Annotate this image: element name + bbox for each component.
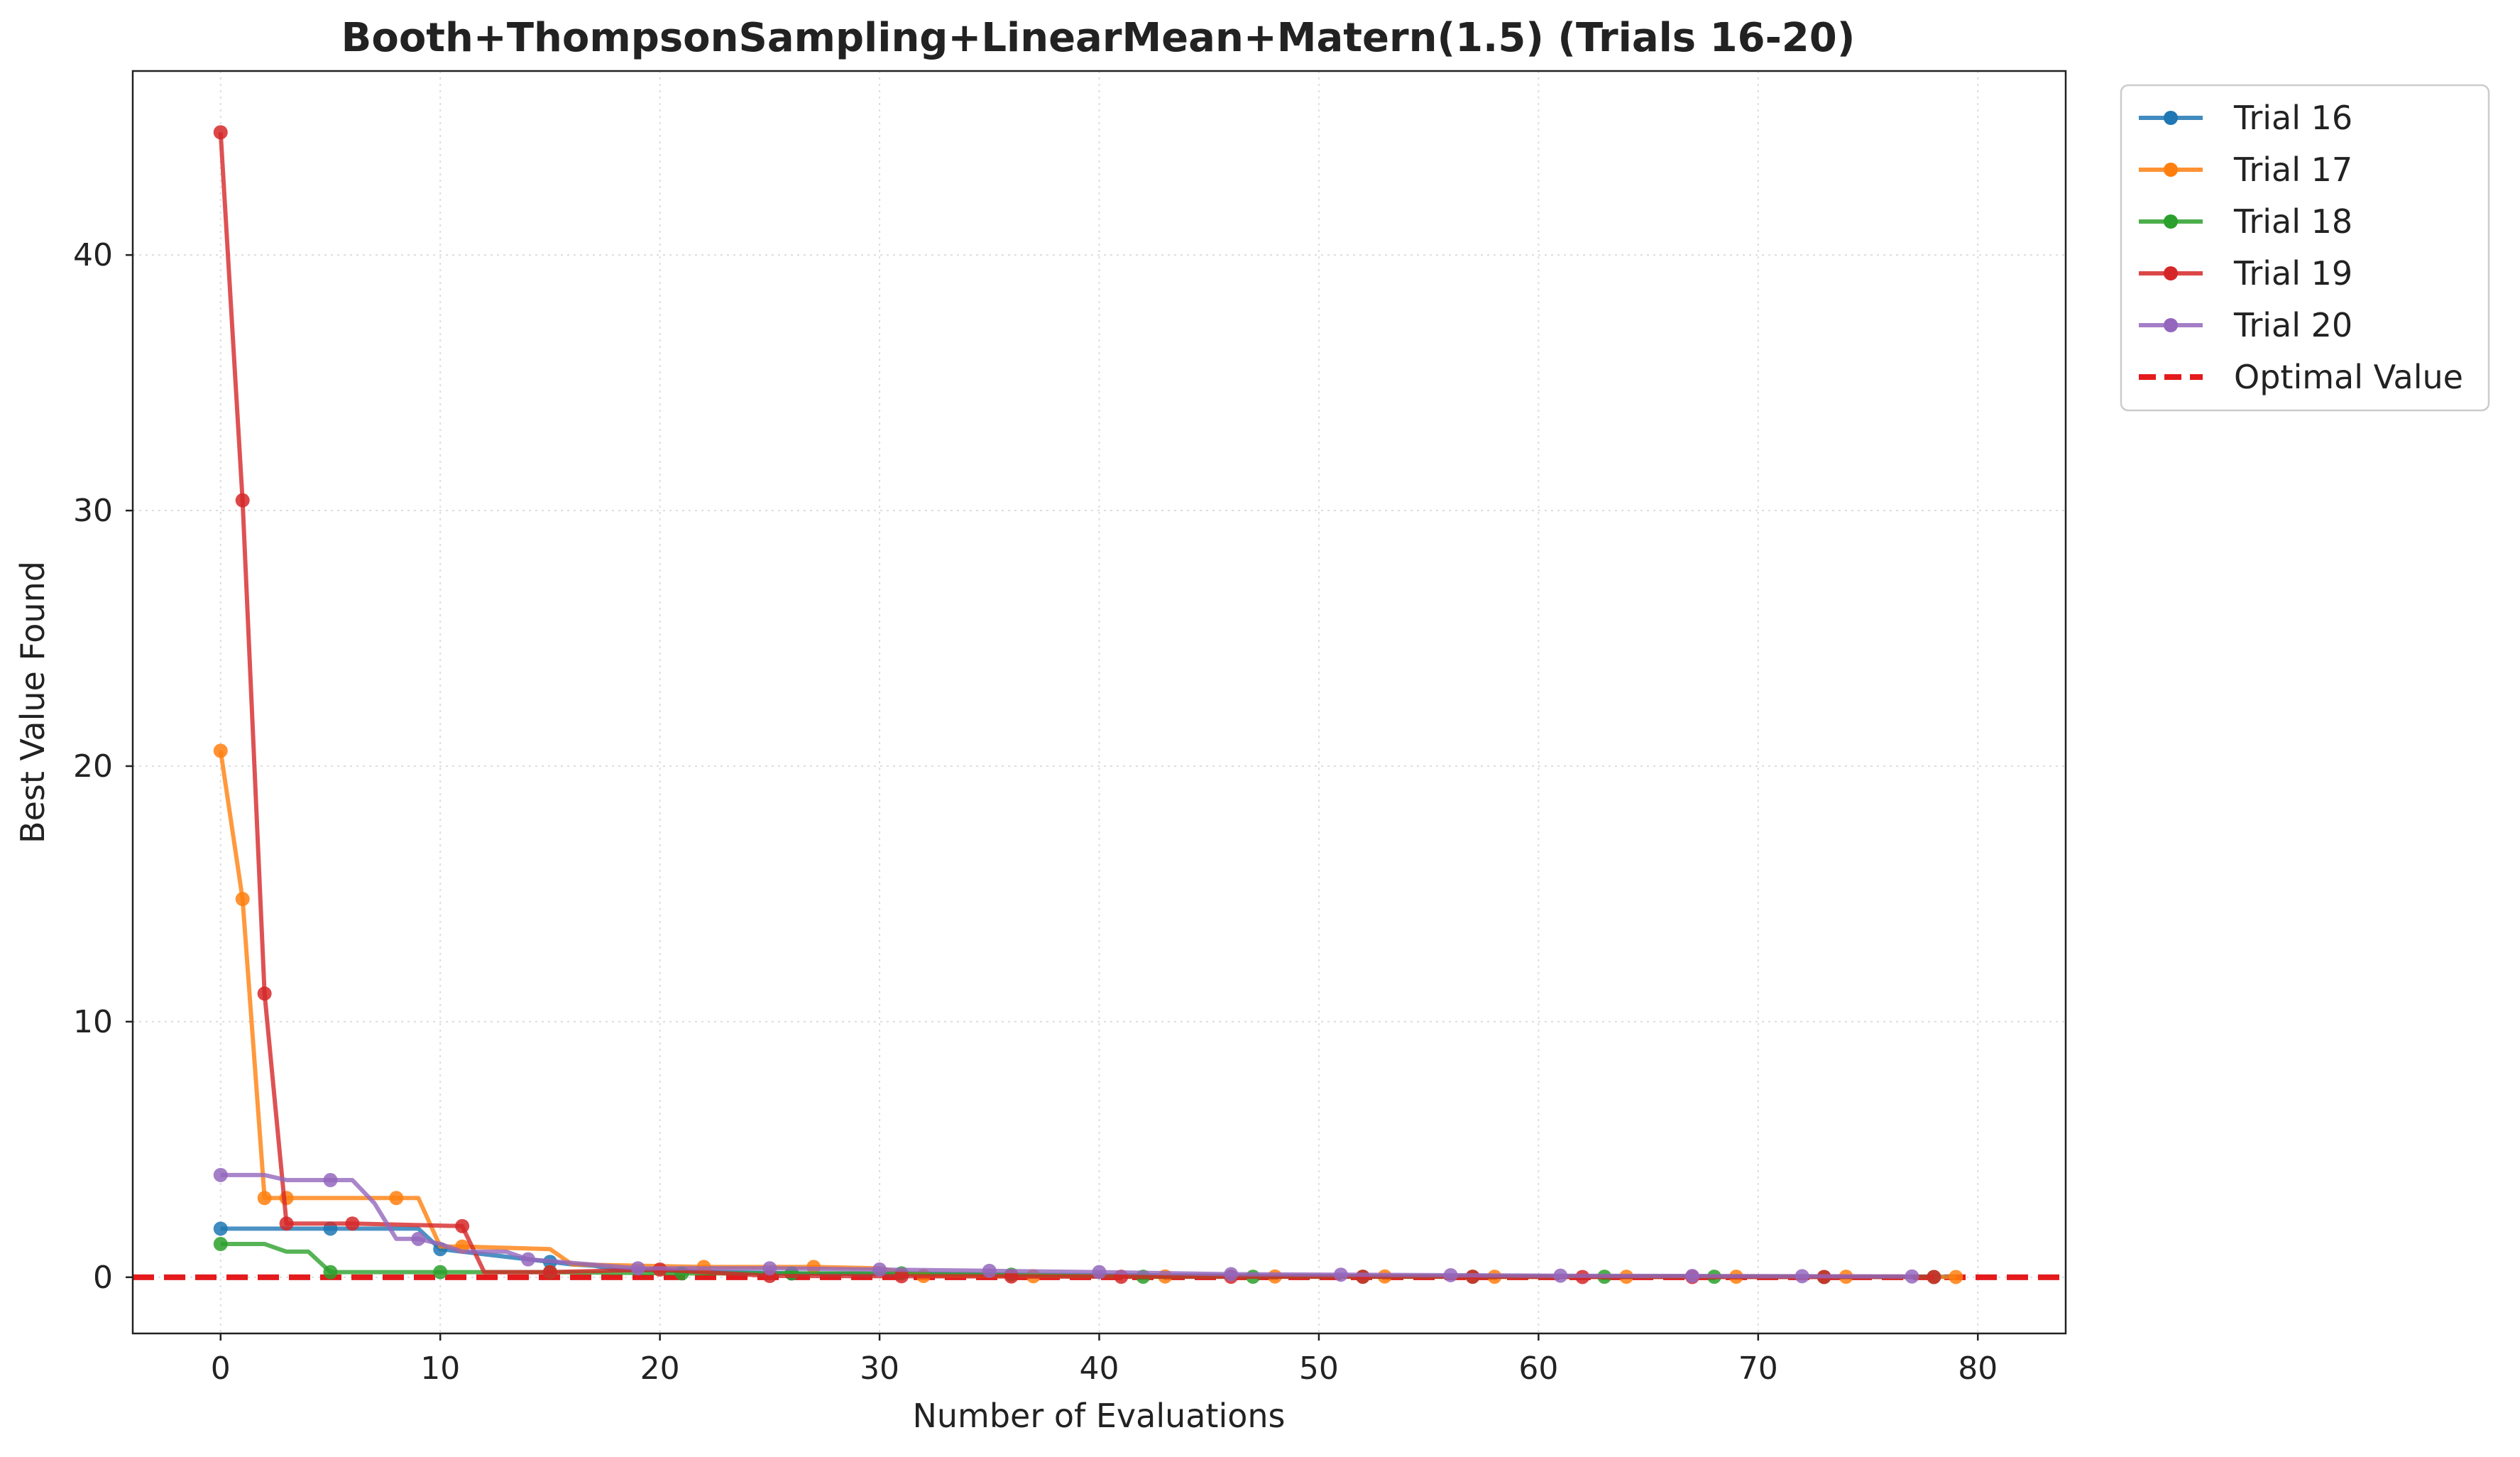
data-point (213, 125, 228, 140)
legend-item: Trial 16 (2139, 99, 2352, 137)
series-layer (213, 125, 1963, 1284)
data-point (1927, 1270, 1941, 1284)
y-tick-label: 0 (93, 1260, 113, 1296)
x-tick-label: 0 (211, 1350, 231, 1387)
data-point (1905, 1269, 1919, 1284)
data-point (235, 892, 250, 907)
data-point (235, 493, 250, 508)
data-point (872, 1262, 887, 1277)
data-point (1553, 1268, 1568, 1283)
legend-label: Trial 16 (2233, 99, 2352, 137)
legend-label: Trial 18 (2233, 202, 2352, 241)
legend-label: Trial 19 (2233, 254, 2352, 293)
series-trial-20 (213, 1167, 1919, 1284)
data-point (257, 1191, 272, 1206)
legend-marker (2164, 214, 2178, 229)
data-point (1443, 1267, 1458, 1282)
legend-marker (2164, 111, 2178, 125)
x-ticks: 0 10 20 30 40 50 60 70 80 (211, 1333, 1998, 1387)
x-tick-label: 60 (1518, 1350, 1558, 1387)
data-point (433, 1265, 448, 1279)
legend-item: Trial 19 (2139, 254, 2352, 293)
x-tick-label: 20 (640, 1350, 680, 1387)
data-point (213, 1167, 228, 1182)
y-ticks: 0 10 20 30 40 (73, 237, 133, 1296)
plot-background (133, 71, 2066, 1333)
y-tick-label: 30 (73, 493, 113, 529)
data-point (982, 1263, 997, 1278)
x-tick-label: 70 (1738, 1350, 1778, 1387)
legend-item: Trial 18 (2139, 202, 2352, 241)
data-point (1795, 1269, 1809, 1284)
legend-item: Optimal Value (2139, 358, 2463, 396)
data-point (411, 1231, 426, 1246)
legend: Trial 16 Trial 17 Trial 18 Trial 19 Trial 20… (2120, 84, 2490, 412)
data-point (1949, 1270, 1963, 1284)
x-tick-label: 40 (1080, 1350, 1119, 1387)
legend-marker (2164, 163, 2178, 177)
data-point (520, 1252, 535, 1267)
data-point (1684, 1269, 1699, 1284)
y-tick-label: 10 (73, 1004, 113, 1040)
data-point (213, 1221, 228, 1236)
data-point (213, 1237, 228, 1252)
data-point (213, 743, 228, 758)
legend-label: Optimal Value (2234, 358, 2463, 396)
legend-marker (2164, 318, 2178, 332)
legend-marker (2164, 266, 2178, 280)
data-point (323, 1173, 338, 1188)
data-point (630, 1261, 645, 1276)
data-point (762, 1261, 777, 1276)
x-tick-label: 10 (420, 1350, 460, 1387)
data-point (323, 1265, 338, 1279)
legend-label: Trial 17 (2233, 151, 2352, 189)
data-point (894, 1269, 909, 1284)
x-axis-label: Number of Evaluations (912, 1397, 1285, 1435)
data-point (279, 1216, 294, 1231)
legend-frame (2120, 84, 2490, 412)
data-point (345, 1216, 360, 1231)
x-tick-label: 80 (1958, 1350, 1998, 1387)
data-point (542, 1265, 557, 1279)
data-point (1092, 1265, 1107, 1279)
plot-area (131, 70, 2067, 1335)
data-point (1224, 1267, 1239, 1282)
legend-label: Trial 20 (2233, 306, 2352, 344)
data-point (455, 1218, 470, 1233)
data-point (389, 1191, 404, 1206)
data-point (1333, 1267, 1348, 1282)
x-tick-label: 30 (860, 1350, 899, 1387)
legend-item: Trial 20 (2139, 306, 2352, 344)
x-tick-label: 50 (1299, 1350, 1339, 1387)
chart-title: Booth+ThompsonSampling+LinearMean+Matern… (341, 15, 1856, 61)
y-axis-label: Best Value Found (13, 561, 52, 844)
data-point (257, 986, 272, 1001)
legend-item: Trial 17 (2139, 151, 2352, 189)
y-tick-label: 40 (73, 237, 113, 273)
y-tick-label: 20 (73, 748, 113, 785)
